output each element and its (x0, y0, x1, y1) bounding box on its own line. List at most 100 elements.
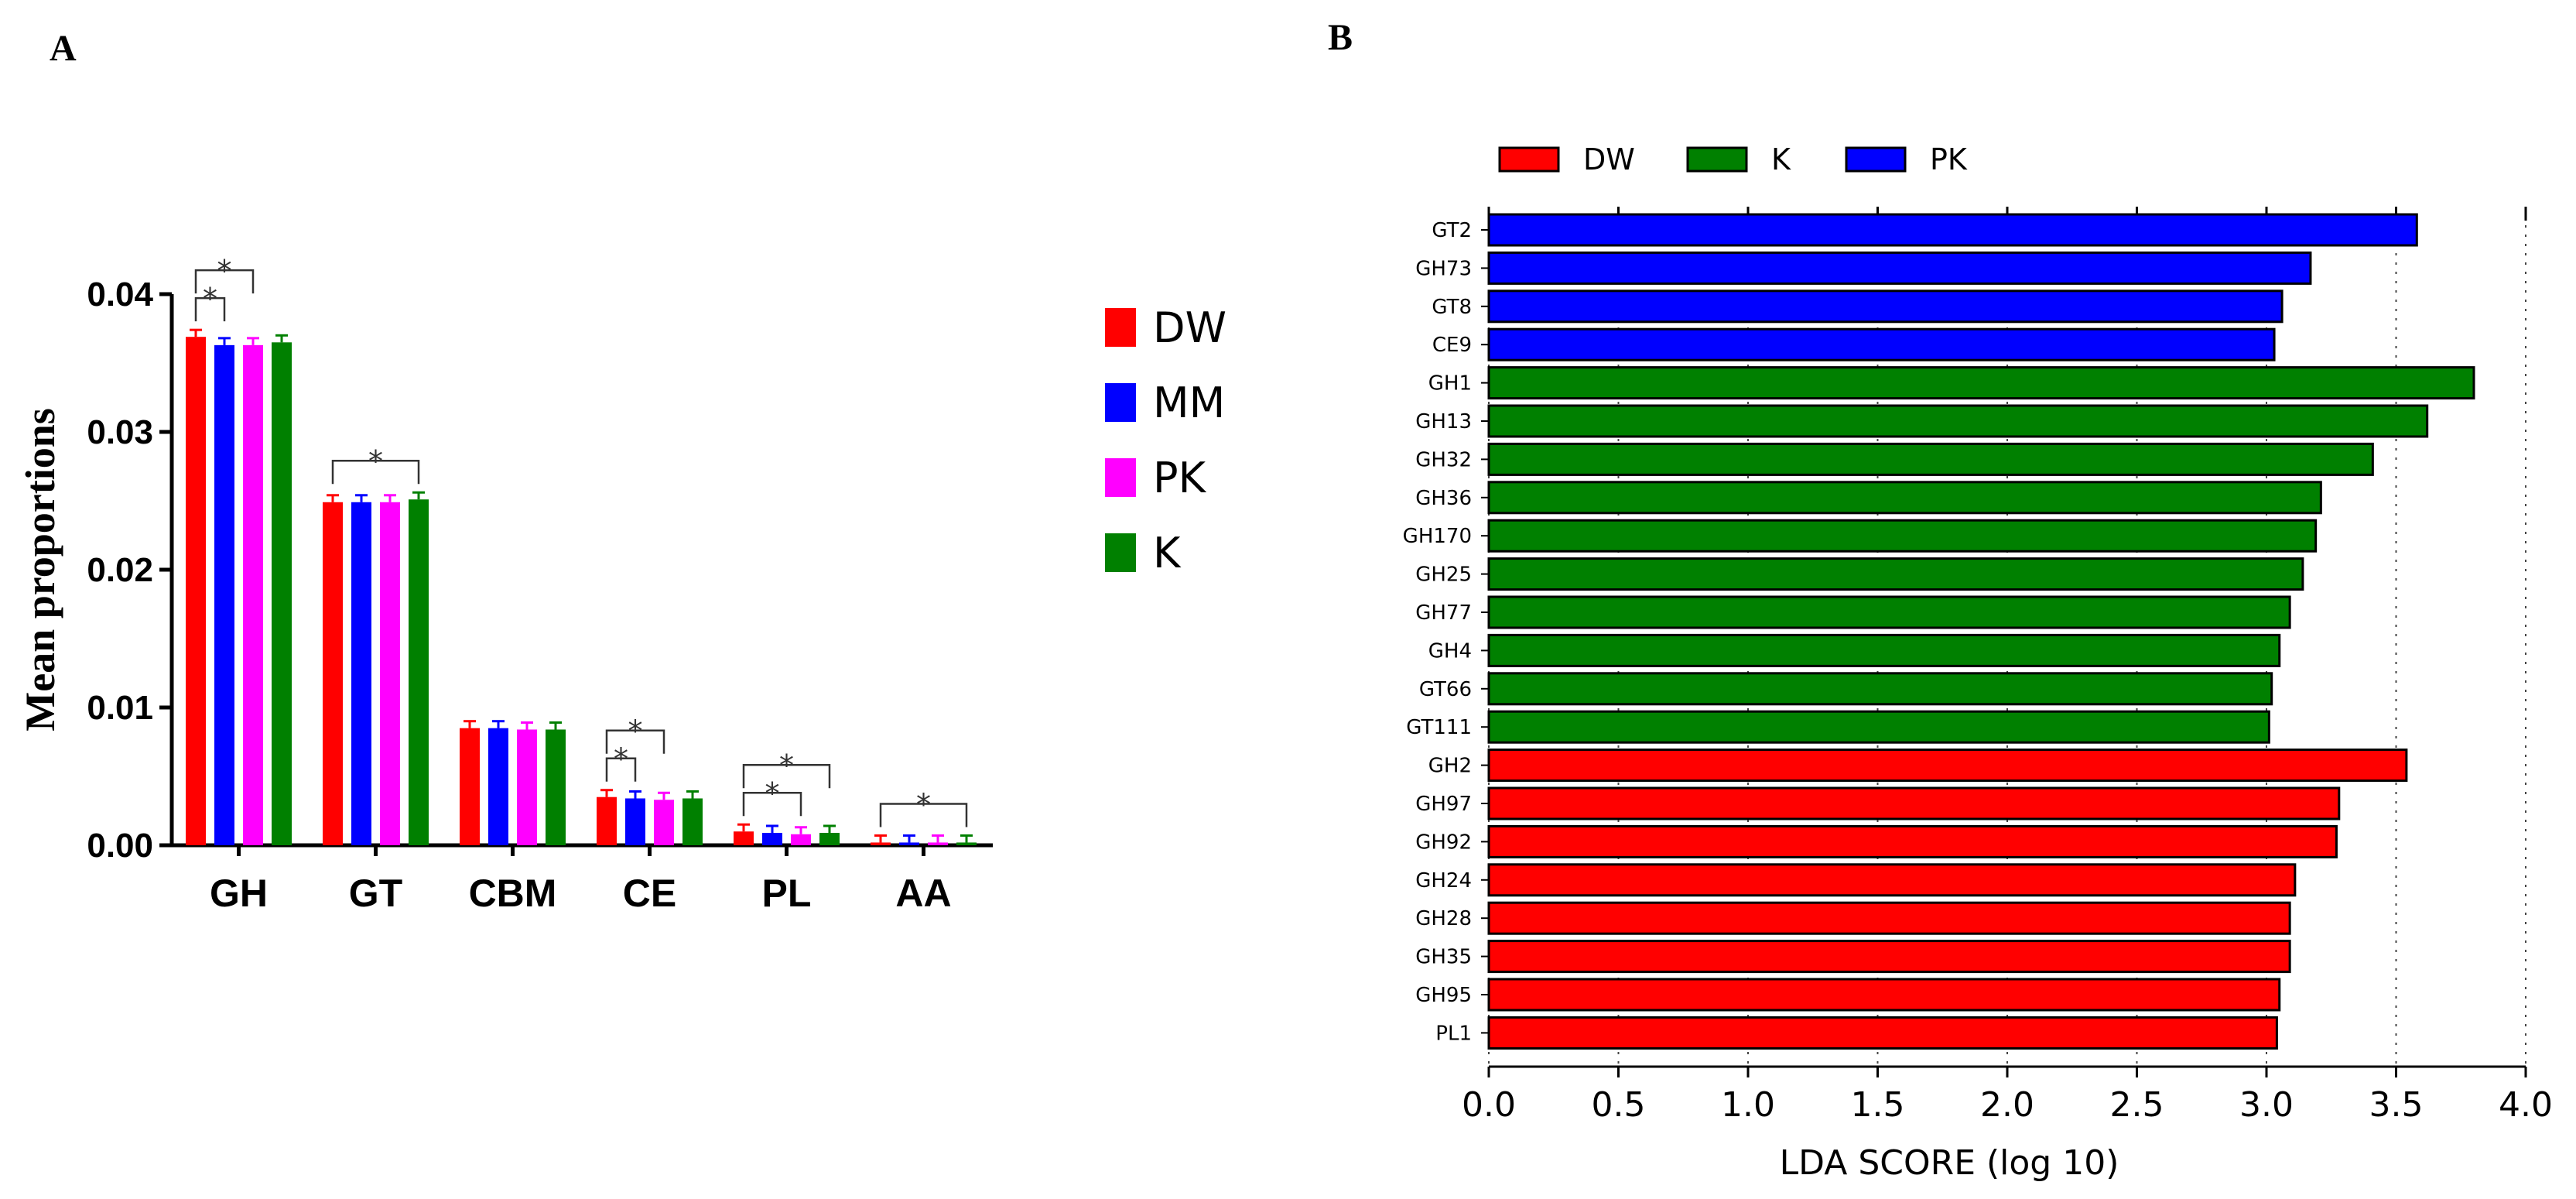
b-bar-gh25 (1487, 557, 2304, 591)
a-significance-bracket (194, 296, 226, 322)
b-bar-gh92 (1487, 824, 2338, 858)
panel-label-b: B (1328, 17, 1353, 58)
a-legend-label-mm: MM (1153, 379, 1225, 427)
a-significance-star: * (779, 749, 794, 783)
b-bar-gh4 (1487, 633, 2281, 667)
a-bar-cbm-pk (517, 729, 537, 845)
a-x-tick-label-aa: AA (895, 872, 951, 915)
a-bar-gh-dw (186, 337, 206, 845)
b-bar-gt66 (1487, 672, 2273, 706)
a-bar-ce-dw (597, 796, 617, 845)
b-x-tick-label: 2.5 (2110, 1085, 2164, 1125)
a-legend-label-k: K (1153, 529, 1182, 577)
b-bar-label-gt2: GT2 (1432, 219, 1472, 242)
a-bar-pl-k (819, 832, 840, 845)
a-bar-aa-k (956, 842, 977, 845)
b-bar-label-gh28: GH28 (1415, 907, 1472, 930)
a-x-tick-label-gt: GT (349, 872, 402, 915)
b-bar-gh36 (1487, 481, 2322, 515)
a-bar-pl-mm (762, 832, 782, 845)
b-bar-gh2 (1487, 749, 2408, 783)
b-bar-label-gh170: GH170 (1403, 525, 1472, 548)
b-x-tick-label: 4.0 (2499, 1085, 2553, 1125)
a-significance-bracket (742, 791, 802, 817)
a-legend-swatch-pk (1105, 458, 1136, 497)
a-bar-aa-pk (928, 842, 948, 845)
a-y-tick-label: 0.01 (87, 689, 153, 727)
b-bar-label-ce9: CE9 (1432, 334, 1472, 357)
b-legend-label-dw: DW (1583, 142, 1635, 176)
chart-a-mean-proportions: 0.00 0.01 0.02 0.03 0.04 Mean proportions GH GT… (17, 254, 1226, 915)
b-x-axis-title: LDA SCORE (log 10) (1780, 1143, 2119, 1183)
b-bar-pl1 (1487, 1016, 2278, 1050)
b-bar-label-gh92: GH92 (1415, 831, 1472, 854)
a-x-tick-label-pl: PL (762, 872, 812, 915)
b-legend-swatch-dw (1498, 146, 1560, 173)
b-bar-label-gh2: GH2 (1428, 755, 1472, 778)
b-x-tick-label: 2.0 (1980, 1085, 2034, 1125)
b-bar-label-gh35: GH35 (1415, 946, 1472, 969)
a-x-tick-label-gh: GH (210, 872, 268, 915)
b-bar-gh97 (1487, 786, 2341, 820)
b-bar-label-gh4: GH4 (1428, 639, 1472, 663)
b-x-tick-label: 3.5 (2369, 1085, 2424, 1125)
a-significance-star: * (614, 742, 628, 776)
b-bar-gh170 (1487, 519, 2318, 553)
b-bar-gh13 (1487, 404, 2429, 438)
a-legend-swatch-dw (1105, 308, 1136, 347)
a-significance-bracket (331, 459, 420, 485)
panel-label-a: A (50, 28, 77, 69)
a-bar-cbm-k (546, 729, 566, 845)
b-bar-label-gh1: GH1 (1428, 372, 1472, 396)
b-legend-swatch-pk (1845, 146, 1907, 173)
b-bar-gt8 (1487, 289, 2284, 324)
b-bar-gh24 (1487, 863, 2297, 897)
a-bar-gt-mm (351, 502, 371, 845)
a-bar-gh-k (272, 342, 292, 845)
a-significance-bracket (605, 729, 665, 754)
a-bar-gh-pk (243, 344, 263, 845)
a-significance-star: * (916, 787, 931, 821)
b-bar-label-gh95: GH95 (1415, 984, 1472, 1007)
b-x-tick-label: 0.0 (1462, 1085, 1516, 1125)
b-bar-gt111 (1487, 710, 2270, 744)
a-y-axis-title: Mean proportions (17, 408, 63, 731)
a-y-tick-label: 0.00 (87, 827, 153, 865)
a-significance-bracket (742, 763, 831, 789)
b-bar-gh28 (1487, 901, 2291, 935)
a-bar-ce-pk (654, 800, 674, 845)
b-x-tick-label: 0.5 (1592, 1085, 1646, 1125)
b-bar-label-gh73: GH73 (1415, 257, 1472, 280)
b-bar-label-gh77: GH77 (1415, 601, 1472, 625)
a-bar-ce-mm (625, 798, 645, 845)
b-x-tick-label: 1.5 (1851, 1085, 1905, 1125)
a-bar-aa-mm (899, 842, 919, 845)
a-x-tick-label-cbm: CBM (469, 872, 557, 915)
b-bar-gh77 (1487, 595, 2291, 629)
b-bar-label-gt66: GT66 (1419, 678, 1472, 701)
a-significance-star: * (628, 714, 643, 749)
b-bar-label-gh24: GH24 (1415, 869, 1472, 892)
a-bar-pl-pk (791, 834, 811, 845)
b-bar-label-gh25: GH25 (1415, 564, 1472, 587)
b-legend-swatch-k (1686, 146, 1748, 173)
a-x-tick-label-ce: CE (623, 872, 676, 915)
a-legend-label-dw: DW (1153, 303, 1226, 352)
a-legend-label-pk: PK (1153, 454, 1207, 502)
a-significance-bracket (879, 803, 968, 827)
a-significance-star: * (765, 776, 780, 810)
b-bar-gh35 (1487, 940, 2291, 974)
b-bar-label-gt111: GT111 (1406, 716, 1472, 739)
a-significance-star: * (203, 282, 217, 316)
a-legend-swatch-k (1105, 533, 1136, 572)
a-bar-gt-pk (380, 502, 400, 845)
a-bar-aa-dw (871, 842, 891, 845)
a-significance-bracket (605, 757, 637, 782)
a-significance-star: * (217, 254, 232, 288)
b-x-tick-label: 1.0 (1721, 1085, 1775, 1125)
b-bar-label-gh13: GH13 (1415, 410, 1472, 433)
b-bar-gt2 (1487, 213, 2418, 247)
b-bar-label-gt8: GT8 (1432, 296, 1472, 319)
a-y-tick-label: 0.04 (87, 276, 153, 313)
